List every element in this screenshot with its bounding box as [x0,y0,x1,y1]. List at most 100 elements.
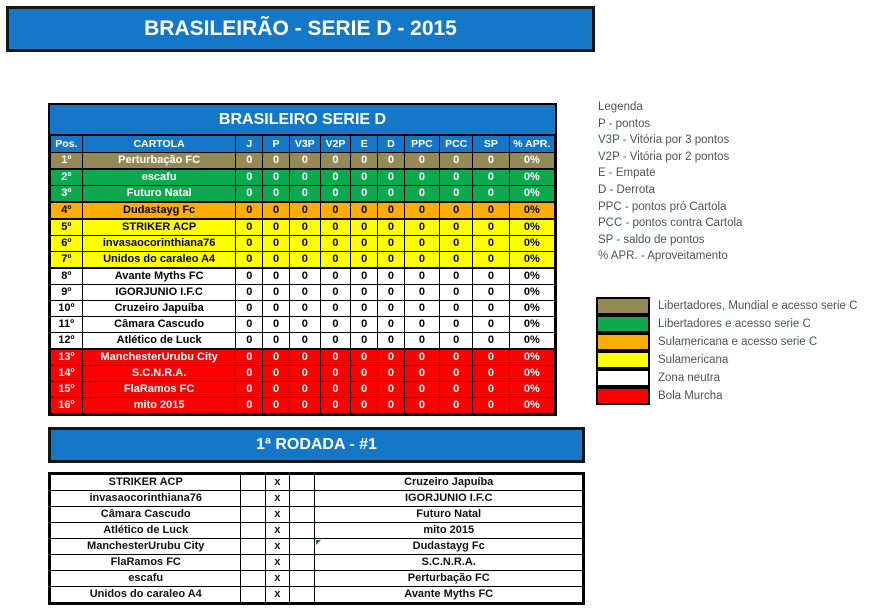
stat-cell[interactable]: 0 [377,218,405,236]
home-team-cell[interactable]: STRIKER ACP [49,474,242,491]
stat-cell[interactable]: 0 [319,365,352,382]
stat-cell[interactable]: 0 [262,300,290,317]
stat-cell[interactable]: 0 [288,152,321,170]
position-cell[interactable]: 11º [50,316,83,333]
stat-cell[interactable]: 0 [319,251,352,269]
stat-cell[interactable]: 0 [377,316,405,333]
stat-cell[interactable]: 0 [403,218,441,236]
stat-cell[interactable]: 0 [377,152,405,170]
stat-cell[interactable]: 0 [262,284,290,301]
stat-cell[interactable]: 0 [472,185,510,203]
stat-cell[interactable]: 0 [472,381,510,398]
stat-cell[interactable]: 0% [508,235,556,252]
standings-column-header[interactable]: PCC [439,135,474,153]
zone-color-swatch[interactable] [596,297,650,315]
stat-cell[interactable]: 0 [262,365,290,382]
stat-cell[interactable]: 0 [439,332,474,350]
stat-cell[interactable]: 0 [288,316,321,333]
versus-cell[interactable]: x [264,506,290,523]
stat-cell[interactable]: 0 [235,218,264,236]
stat-cell[interactable]: 0 [472,152,510,170]
legend-heading[interactable]: Legenda [598,101,643,113]
stat-cell[interactable]: 0 [472,168,510,186]
stat-cell[interactable]: 0 [350,235,379,252]
stat-cell[interactable]: 0 [288,397,321,414]
legend-item[interactable]: PCC - pontos contra Cartola [598,217,743,230]
stat-cell[interactable]: 0 [439,316,474,333]
team-name-cell[interactable]: Unidos do caraleo A4 [81,251,237,269]
team-name-cell[interactable]: Atlético de Luck [81,332,237,350]
standings-column-header[interactable]: % APR. [508,135,556,153]
standings-title[interactable]: BRASILEIRO SERIE D [50,105,555,135]
position-cell[interactable]: 12º [50,332,83,350]
team-name-cell[interactable]: ManchesterUrubu City [81,348,237,366]
stat-cell[interactable]: 0 [235,235,264,252]
stat-cell[interactable]: 0 [403,365,441,382]
stat-cell[interactable]: 0 [403,300,441,317]
versus-cell[interactable]: x [264,554,290,571]
legend-item[interactable]: % APR. - Aproveitamento [598,250,728,263]
standings-column-header[interactable]: P [262,135,290,153]
stat-cell[interactable]: 0 [403,152,441,170]
position-cell[interactable]: 3º [50,185,83,203]
stat-cell[interactable]: 0 [235,168,264,186]
stat-cell[interactable]: 0 [235,251,264,269]
legend-item[interactable]: V3P - Vitória por 3 pontos [598,134,730,147]
stat-cell[interactable]: 0 [235,284,264,301]
versus-cell[interactable]: x [264,538,290,555]
stat-cell[interactable]: 0 [472,284,510,301]
versus-cell[interactable]: x [264,522,290,539]
position-cell[interactable]: 16º [50,397,83,414]
stat-cell[interactable]: 0 [319,300,352,317]
stat-cell[interactable]: 0 [288,168,321,186]
position-cell[interactable]: 14º [50,365,83,382]
stat-cell[interactable]: 0 [403,251,441,269]
stat-cell[interactable]: 0 [472,348,510,366]
stat-cell[interactable]: 0 [350,201,379,220]
stat-cell[interactable]: 0 [288,235,321,252]
away-team-cell[interactable]: IGORJUNIO I.F.C [314,490,583,507]
stat-cell[interactable]: 0 [472,332,510,350]
stat-cell[interactable]: 0% [508,185,556,203]
standings-column-header[interactable]: Pos. [50,135,83,153]
team-name-cell[interactable]: invasaocorinthiana76 [81,235,237,252]
stat-cell[interactable]: 0 [439,201,474,220]
stat-cell[interactable]: 0% [508,332,556,350]
team-name-cell[interactable]: Câmara Cascudo [81,316,237,333]
zone-key-label[interactable]: Libertadores, Mundial e acesso serie C [658,300,858,312]
stat-cell[interactable]: 0 [472,397,510,414]
stat-cell[interactable]: 0 [235,152,264,170]
stat-cell[interactable]: 0 [403,267,441,285]
versus-cell[interactable]: x [264,586,290,603]
stat-cell[interactable]: 0 [350,168,379,186]
stat-cell[interactable]: 0 [439,267,474,285]
stat-cell[interactable]: 0 [403,348,441,366]
stat-cell[interactable]: 0 [439,300,474,317]
stat-cell[interactable]: 0 [235,332,264,350]
away-team-cell[interactable]: Dudastayg Fc [314,538,583,555]
stat-cell[interactable]: 0% [508,348,556,366]
stat-cell[interactable]: 0% [508,365,556,382]
round-title-banner[interactable]: 1ª RODADA - #1 [48,427,585,463]
stat-cell[interactable]: 0 [439,218,474,236]
home-team-cell[interactable]: invasaocorinthiana76 [49,490,242,507]
stat-cell[interactable]: 0% [508,397,556,414]
stat-cell[interactable]: 0 [288,284,321,301]
stat-cell[interactable]: 0 [377,381,405,398]
stat-cell[interactable]: 0 [472,300,510,317]
home-score-cell[interactable] [240,586,266,603]
team-name-cell[interactable]: Dudastayg Fc [81,201,237,220]
stat-cell[interactable]: 0 [235,365,264,382]
zone-color-swatch[interactable] [596,387,650,405]
stat-cell[interactable]: 0 [319,284,352,301]
standings-column-header[interactable]: J [235,135,264,153]
home-score-cell[interactable] [240,554,266,571]
stat-cell[interactable]: 0 [288,267,321,285]
stat-cell[interactable]: 0 [350,348,379,366]
position-cell[interactable]: 5º [50,218,83,236]
stat-cell[interactable]: 0 [235,185,264,203]
team-name-cell[interactable]: S.C.N.R.A. [81,365,237,382]
stat-cell[interactable]: 0 [235,267,264,285]
stat-cell[interactable]: 0 [403,397,441,414]
zone-key-label[interactable]: Bola Murcha [658,390,723,402]
